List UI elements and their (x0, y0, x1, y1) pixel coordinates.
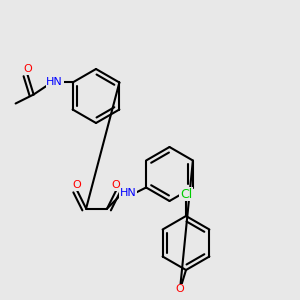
Text: Cl: Cl (180, 188, 192, 201)
Text: O: O (23, 64, 32, 74)
Text: HN: HN (46, 77, 63, 88)
Text: HN: HN (120, 188, 136, 199)
Text: O: O (73, 180, 82, 190)
Text: O: O (176, 284, 184, 295)
Text: O: O (112, 180, 121, 190)
